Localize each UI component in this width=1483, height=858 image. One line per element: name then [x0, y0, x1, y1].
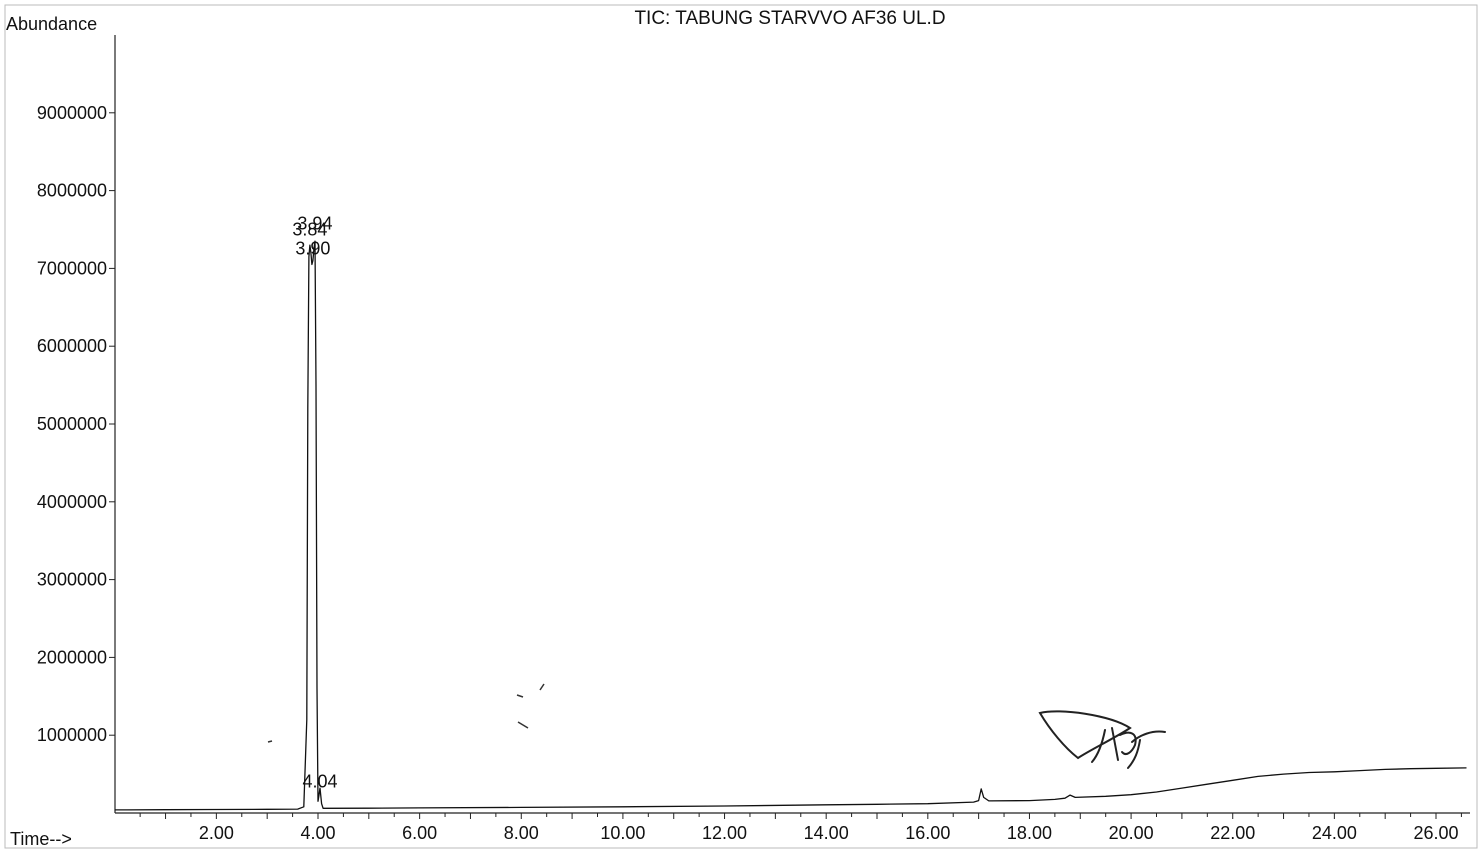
- tic-trace-line: [114, 240, 1467, 811]
- signature-mark: [1038, 710, 1166, 769]
- x-tick-label: 4.00: [300, 823, 335, 843]
- x-tick-label: 12.00: [702, 823, 747, 843]
- x-tick-label: 2.00: [199, 823, 234, 843]
- x-tick-label: 10.00: [600, 823, 645, 843]
- y-tick-label: 4000000: [37, 492, 107, 512]
- peak-label: 3.84: [292, 220, 327, 240]
- y-tick-label: 6000000: [37, 336, 107, 356]
- y-tick-group: 1000000 2000000 3000000 4000000 5000000 60000…: [37, 103, 115, 745]
- y-tick-label: 1000000: [37, 725, 107, 745]
- page-frame: [4, 4, 1478, 849]
- y-tick-label: 3000000: [37, 570, 107, 590]
- peak-label: 4.04: [303, 771, 338, 791]
- x-tick-label: 8.00: [504, 823, 539, 843]
- x-tick-label: 16.00: [905, 823, 950, 843]
- y-axis-label: Abundance: [6, 14, 97, 34]
- x-tick-label: 26.00: [1413, 823, 1458, 843]
- x-tick-label: 6.00: [402, 823, 437, 843]
- peak-label-group: 3.943.843.90 4.04: [292, 214, 337, 792]
- y-tick-label: 7000000: [37, 258, 107, 278]
- x-tick-label: 22.00: [1210, 823, 1255, 843]
- peak-label: 3.90: [295, 238, 330, 258]
- x-tick-label: 18.00: [1007, 823, 1052, 843]
- chart-title: TIC: TABUNG STARVVO AF36 UL.D: [634, 8, 945, 29]
- peak-label: 3.94: [297, 214, 332, 234]
- x-tick-label: 24.00: [1312, 823, 1357, 843]
- series-layer: [114, 240, 1467, 811]
- x-tick-group: 2.00 4.00 6.00 8.00 10.00 12.00 14.00 16.00 18.0…: [139, 813, 1462, 843]
- scan-specks: [267, 683, 545, 743]
- y-tick-label: 5000000: [37, 414, 107, 434]
- y-tick-label: 9000000: [37, 103, 107, 123]
- x-axis-label: Time-->: [10, 829, 72, 849]
- y-tick-label: 8000000: [37, 181, 107, 201]
- y-tick-label: 2000000: [37, 647, 107, 667]
- x-tick-label: 20.00: [1109, 823, 1154, 843]
- x-tick-label: 14.00: [804, 823, 849, 843]
